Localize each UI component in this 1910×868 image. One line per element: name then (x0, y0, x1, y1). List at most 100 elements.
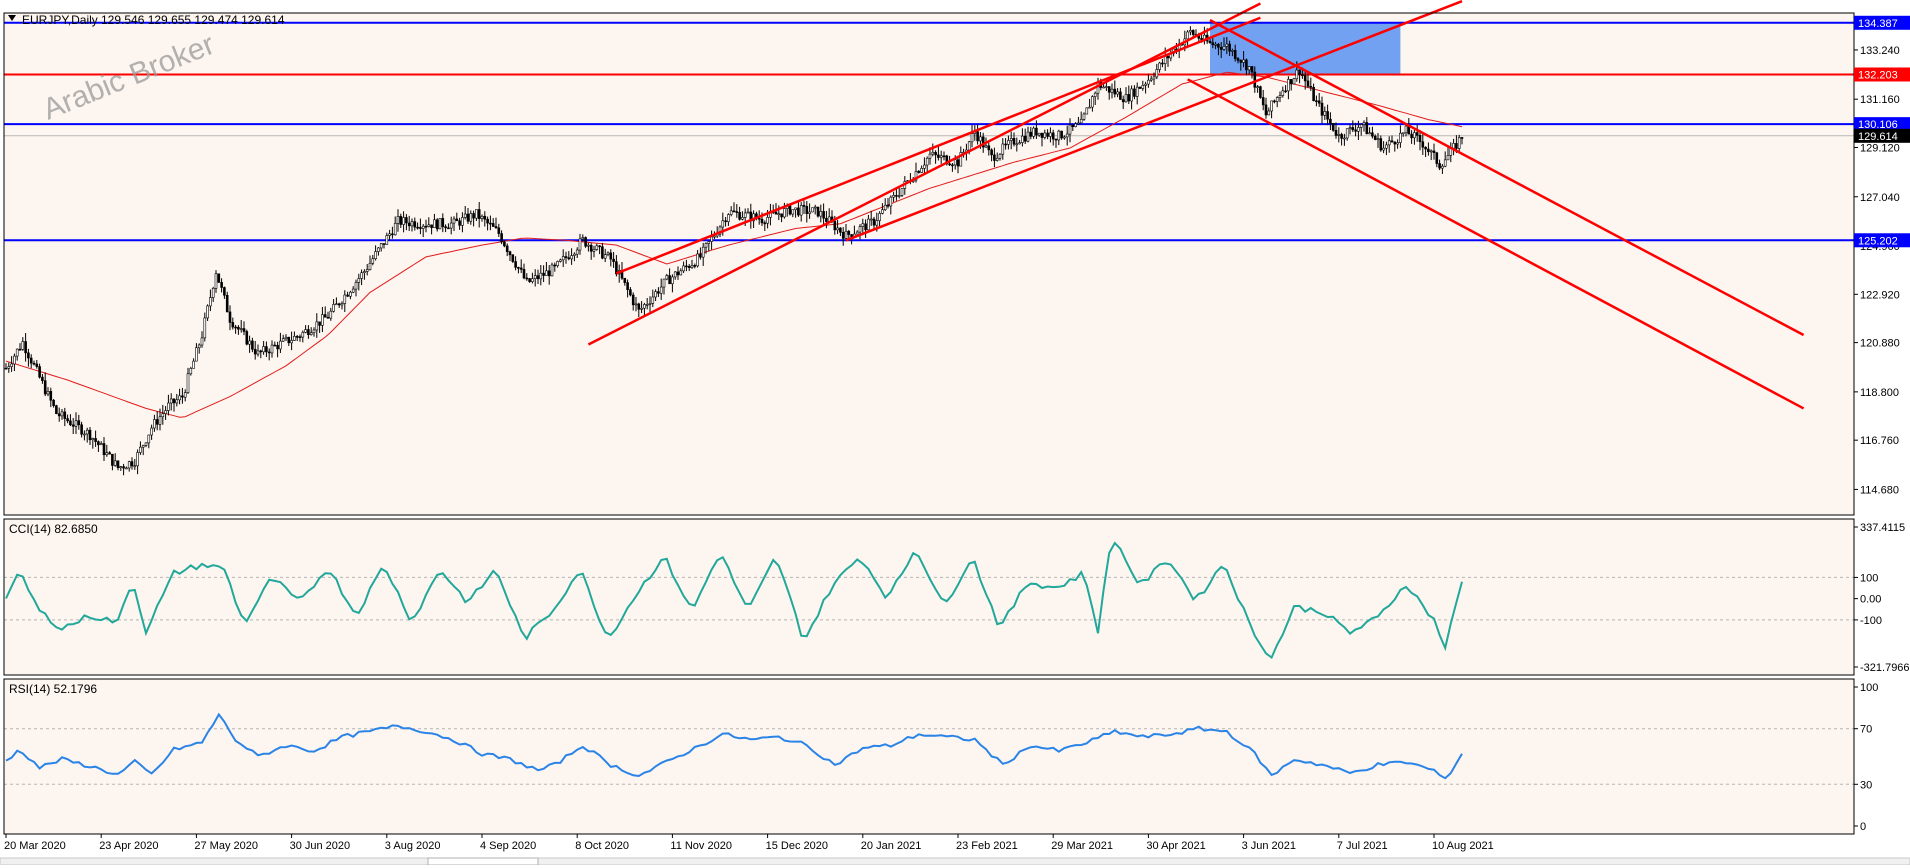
horizontal-scrollbar[interactable] (0, 857, 1910, 866)
candle (528, 277, 531, 283)
candle-body (1079, 118, 1083, 124)
candle-body (1060, 130, 1063, 139)
candle (318, 321, 321, 333)
candle-body (1287, 79, 1290, 92)
candle-body (1362, 122, 1366, 125)
candle (1298, 69, 1301, 84)
candle-body (727, 214, 730, 222)
price-tick-label: 129.120 (1860, 142, 1900, 154)
candle-body (354, 282, 358, 290)
cci-panel[interactable] (4, 519, 1854, 675)
candle-body (637, 303, 641, 310)
candle-body (55, 405, 58, 415)
candle (1292, 77, 1296, 85)
cci-tick-label: 0.00 (1860, 594, 1881, 606)
candle (746, 208, 750, 214)
candle (1267, 107, 1271, 116)
candle (46, 387, 50, 397)
price-chart-area[interactable] (4, 13, 1854, 515)
candle (421, 224, 425, 238)
candle (589, 243, 593, 260)
time-tick-label: 4 Sep 2020 (480, 840, 536, 852)
candle (872, 216, 876, 230)
candle-body (573, 253, 576, 256)
candle (497, 223, 501, 237)
candle (550, 262, 554, 277)
candle (21, 337, 25, 351)
candle-body (917, 171, 921, 173)
candle-body (1102, 86, 1105, 89)
candle-body (920, 168, 923, 173)
candle (626, 279, 629, 298)
time-tick-label: 7 Jul 2021 (1337, 840, 1388, 852)
candle (13, 353, 16, 372)
price-tick-label: 118.800 (1860, 387, 1899, 399)
candle-body (976, 131, 979, 142)
candle-body (178, 395, 181, 401)
candle-body (52, 399, 55, 406)
triangle-down-icon[interactable] (8, 15, 16, 21)
candle-body (788, 205, 792, 215)
candle-body (452, 218, 456, 224)
candle-body (679, 270, 683, 276)
candle (1135, 82, 1139, 105)
candle-body (461, 217, 464, 226)
candle (539, 265, 543, 286)
candle-body (1065, 133, 1069, 138)
candle (1124, 87, 1128, 103)
candle-body (836, 227, 839, 231)
candle-body (1292, 78, 1296, 85)
candle (480, 214, 484, 222)
candle-body (777, 213, 781, 216)
candle (1015, 137, 1019, 152)
candle-body (1211, 42, 1215, 46)
candle-body (248, 340, 251, 345)
candle (293, 331, 296, 341)
candle-body (32, 362, 36, 365)
candle-body (1007, 140, 1010, 145)
candle (183, 389, 187, 402)
candle (1102, 84, 1105, 89)
candle-body (1049, 132, 1052, 137)
candle (290, 331, 293, 351)
candle (1371, 126, 1374, 139)
candle (1245, 58, 1248, 76)
candle (791, 209, 795, 218)
candle-body (570, 255, 573, 260)
rsi-panel[interactable] (4, 679, 1854, 834)
candle-body (1354, 129, 1357, 132)
candle-body (1275, 97, 1279, 102)
candle (993, 147, 996, 168)
candle (1312, 83, 1315, 102)
candle-body (239, 328, 243, 330)
candle-body (419, 227, 422, 229)
candle (382, 243, 386, 249)
candle-body (273, 344, 277, 347)
candle (819, 204, 823, 223)
candle-body (1371, 132, 1374, 137)
candle (463, 205, 467, 220)
moving-average-line (5, 71, 1463, 418)
candle (1438, 159, 1441, 171)
candle-body (192, 360, 195, 369)
candle-body (413, 221, 417, 228)
candle-body (808, 211, 811, 214)
candle (1329, 112, 1332, 130)
candle-body (374, 251, 377, 260)
candle-body (144, 442, 148, 446)
scrollbar-thumb[interactable] (427, 857, 539, 866)
candle (1107, 86, 1111, 100)
candle-body (724, 220, 727, 223)
candle-body (102, 443, 106, 456)
candle-body (1116, 91, 1119, 95)
candle (990, 148, 993, 162)
candle (385, 232, 389, 245)
candle (956, 158, 960, 174)
candle-body (892, 195, 895, 198)
candle (917, 169, 921, 174)
candle (186, 367, 190, 394)
candle-body (1250, 66, 1254, 73)
candle (536, 269, 540, 284)
candle-body (732, 210, 736, 213)
candle (895, 187, 898, 201)
